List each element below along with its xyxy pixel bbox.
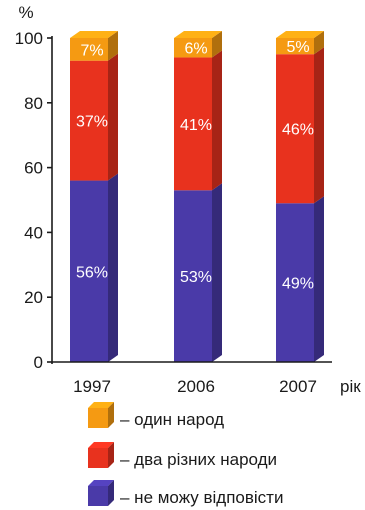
bar-segment-side bbox=[108, 53, 118, 181]
legend-entry-label: – два різних народи bbox=[120, 450, 277, 469]
legend-entry-label: – один народ bbox=[120, 410, 224, 429]
bar-segment-front bbox=[174, 190, 212, 362]
bar-segment-front bbox=[70, 38, 108, 61]
bar-top-face bbox=[174, 31, 222, 38]
legend-swatch-front bbox=[88, 486, 108, 506]
bar-segment-side bbox=[314, 31, 324, 55]
bars-group: 56% 37% 7% 53% 41% 6% 49% 46% 5% bbox=[70, 31, 324, 362]
x-tick-label: 2007 bbox=[279, 377, 317, 396]
x-axis-title: рік bbox=[340, 377, 361, 396]
bar-segment-front bbox=[276, 203, 314, 362]
y-tick-label: 60 bbox=[24, 159, 43, 178]
y-tick-label: 20 bbox=[24, 288, 43, 307]
bar-segment-front bbox=[174, 57, 212, 191]
bar-segment-front bbox=[70, 180, 108, 362]
bar-segment-front bbox=[276, 54, 314, 204]
legend-swatch-top bbox=[88, 402, 114, 408]
bar-value-label: 49% bbox=[282, 276, 314, 293]
bar-value-label: 6% bbox=[184, 41, 207, 58]
bar-value-label: 56% bbox=[76, 264, 108, 281]
bar-segment-front bbox=[70, 60, 108, 181]
legend-swatch-front bbox=[88, 448, 108, 468]
legend-swatch-side bbox=[108, 442, 114, 468]
bar-top-face bbox=[276, 31, 324, 38]
bar-segment-side bbox=[212, 31, 222, 58]
legend-swatch-top bbox=[88, 442, 114, 448]
bar-value-label: 37% bbox=[76, 114, 108, 131]
bar-top-face bbox=[70, 31, 118, 38]
bar-segment-front bbox=[276, 38, 314, 55]
bar-segment-side bbox=[212, 183, 222, 362]
bar-value-label: 41% bbox=[180, 117, 212, 134]
bar-value-label: 7% bbox=[80, 42, 103, 59]
legend: – один народ – два різних народи – не можу… bbox=[88, 402, 283, 507]
y-axis: 0 20 40 60 80 100 bbox=[15, 29, 53, 372]
bar-segment-side bbox=[212, 50, 222, 191]
legend-swatch-side bbox=[108, 480, 114, 506]
bar-value-label: 46% bbox=[282, 122, 314, 139]
y-tick-label: 0 bbox=[34, 353, 43, 372]
bar-segment-side bbox=[108, 173, 118, 362]
y-tick-label: 40 bbox=[24, 223, 43, 242]
bar-segment-side bbox=[108, 31, 118, 61]
legend-swatch-front bbox=[88, 408, 108, 428]
x-axis: 1997 2006 2007 bbox=[52, 361, 332, 396]
x-tick-label: 1997 bbox=[73, 377, 111, 396]
y-tick-label: 100 bbox=[15, 29, 43, 48]
legend-swatch-top bbox=[88, 480, 114, 486]
y-tick-label: 80 bbox=[24, 94, 43, 113]
bar-value-label: 53% bbox=[180, 269, 212, 286]
bar-value-label: 5% bbox=[286, 39, 309, 56]
legend-entry-label: – не можу відповісти bbox=[120, 488, 283, 507]
x-tick-label: 2006 bbox=[177, 377, 215, 396]
bar-segment-front bbox=[174, 38, 212, 58]
y-axis-unit-label: % bbox=[18, 3, 33, 22]
bar-segment-side bbox=[314, 47, 324, 204]
legend-swatch-side bbox=[108, 402, 114, 428]
bar-segment-side bbox=[314, 196, 324, 362]
